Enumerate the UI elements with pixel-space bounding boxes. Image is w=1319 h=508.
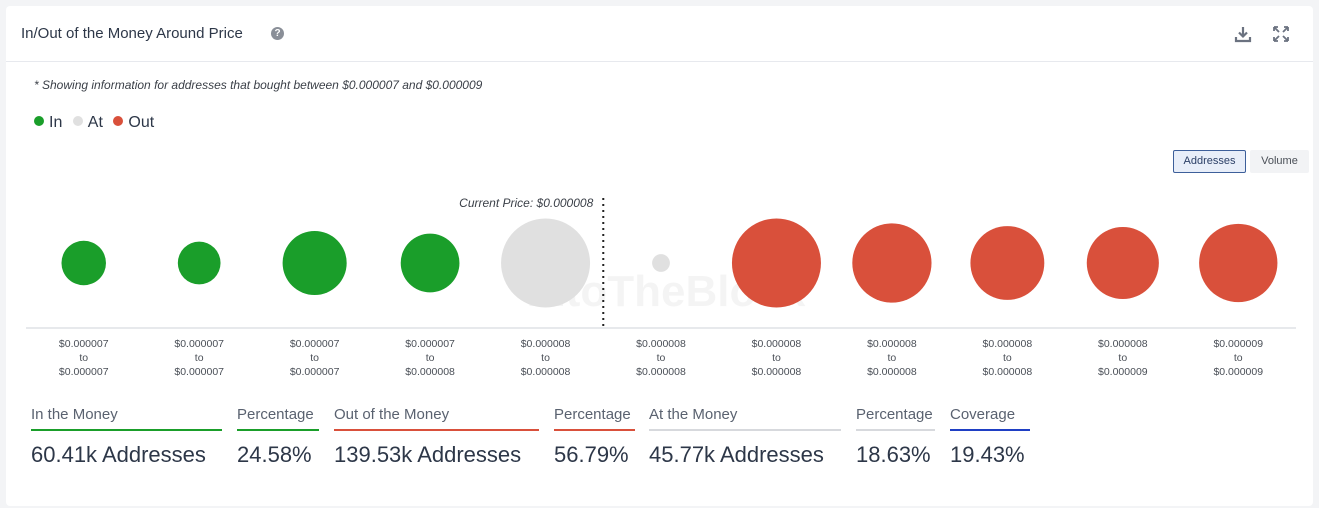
tick-label-2-2: $0.000007 xyxy=(290,366,340,378)
stat-label-0: In the Money xyxy=(31,406,222,431)
tick-label-10-0: $0.000009 xyxy=(1213,338,1263,350)
bubble-7[interactable] xyxy=(852,223,932,303)
stat-label-3: Percentage xyxy=(554,406,635,431)
tick-label-1-2: $0.000007 xyxy=(174,366,224,378)
bubble-8[interactable] xyxy=(970,226,1045,300)
stat-value-4: 45.77k Addresses xyxy=(649,442,824,467)
stat-value-0: 60.41k Addresses xyxy=(31,442,206,467)
stat-value-3: 56.79% xyxy=(554,442,629,467)
bubble-9[interactable] xyxy=(1086,226,1159,300)
tick-label-8-1: to xyxy=(1003,352,1012,364)
addresses-toggle-button[interactable]: Addresses xyxy=(1173,150,1246,173)
tick-label-9-2: $0.000009 xyxy=(1098,366,1148,378)
tick-label-6-0: $0.000008 xyxy=(752,338,802,350)
stat-1: Percentage 24.58% xyxy=(237,406,319,468)
stat-6: Coverage 19.43% xyxy=(950,406,1030,468)
bubble-2[interactable] xyxy=(282,230,347,296)
bubble-5[interactable] xyxy=(652,254,670,272)
legend-dot-in xyxy=(34,116,44,126)
tick-label-8-2: $0.000008 xyxy=(983,366,1033,378)
iomap-card: In/Out of the Money Around Price ? * Sho… xyxy=(6,6,1313,506)
legend-dot-out xyxy=(113,116,124,126)
tick-label-0-1: to xyxy=(79,352,88,364)
stat-3: Percentage 56.79% xyxy=(554,406,635,468)
stat-value-2: 139.53k Addresses xyxy=(334,442,522,467)
tick-label-1-0: $0.000007 xyxy=(174,338,224,350)
tick-label-10-2: $0.000009 xyxy=(1213,366,1263,378)
stat-label-1: Percentage xyxy=(237,406,319,431)
tick-label-4-2: $0.000008 xyxy=(521,366,571,378)
tick-label-4-1: to xyxy=(541,352,550,364)
card-title: In/Out of the Money Around Price xyxy=(21,25,243,42)
legend-item-in[interactable]: In xyxy=(34,114,62,132)
tick-label-6-1: to xyxy=(772,352,781,364)
tick-label-7-2: $0.000008 xyxy=(867,366,917,378)
stat-label-6: Coverage xyxy=(950,406,1030,431)
legend: In At Out xyxy=(34,114,160,132)
summary-stats: In the Money 60.41k Addresses Percentage 24… xyxy=(6,406,1313,486)
bubble-10[interactable] xyxy=(1199,223,1278,303)
tick-label-4-0: $0.000008 xyxy=(521,338,571,350)
tick-label-5-2: $0.000008 xyxy=(636,366,686,378)
tick-label-3-0: $0.000007 xyxy=(405,338,455,350)
stat-2: Out of the Money 139.53k Addresses xyxy=(334,406,539,468)
tick-label-7-0: $0.000008 xyxy=(867,338,917,350)
expand-icon[interactable] xyxy=(1271,24,1291,44)
stat-4: At the Money 45.77k Addresses xyxy=(649,406,841,468)
stat-value-5: 18.63% xyxy=(856,442,931,467)
current-price-label: Current Price: $0.000008 xyxy=(459,196,593,210)
bubble-6[interactable] xyxy=(731,218,821,308)
legend-label-at: At xyxy=(87,114,103,131)
help-icon[interactable]: ? xyxy=(271,27,284,40)
stat-0: In the Money 60.41k Addresses xyxy=(31,406,222,468)
tick-label-2-0: $0.000007 xyxy=(290,338,340,350)
stat-label-5: Percentage xyxy=(856,406,935,431)
bubble-3[interactable] xyxy=(400,233,460,293)
range-note: * Showing information for addresses that… xyxy=(34,78,483,92)
tick-label-5-1: to xyxy=(657,352,666,364)
legend-label-out: Out xyxy=(128,114,155,131)
stat-label-4: At the Money xyxy=(649,406,841,431)
stat-value-1: 24.58% xyxy=(237,442,312,467)
tick-label-8-0: $0.000008 xyxy=(983,338,1033,350)
tick-label-2-1: to xyxy=(310,352,319,364)
tick-label-3-1: to xyxy=(426,352,435,364)
tick-label-7-1: to xyxy=(888,352,897,364)
stat-5: Percentage 18.63% xyxy=(856,406,935,468)
bubble-4[interactable] xyxy=(501,218,591,308)
bubble-1[interactable] xyxy=(177,241,221,285)
tick-label-1-1: to xyxy=(195,352,204,364)
stat-label-2: Out of the Money xyxy=(334,406,539,431)
tick-label-9-1: to xyxy=(1118,352,1127,364)
card-header: In/Out of the Money Around Price ? xyxy=(6,6,1313,62)
tick-label-10-1: to xyxy=(1234,352,1243,364)
tick-label-3-2: $0.000008 xyxy=(405,366,455,378)
legend-label-in: In xyxy=(49,114,63,131)
tick-label-0-0: $0.000007 xyxy=(59,338,109,350)
tick-label-5-0: $0.000008 xyxy=(636,338,686,350)
download-icon[interactable] xyxy=(1233,24,1253,44)
tick-label-6-2: $0.000008 xyxy=(752,366,802,378)
legend-item-at[interactable]: At xyxy=(72,114,103,132)
bubble-chart: IntoTheBlock$0.000007to$0.000007$0.00000… xyxy=(26,196,1296,378)
tick-label-9-0: $0.000008 xyxy=(1098,338,1148,350)
legend-dot-at xyxy=(72,116,83,126)
volume-toggle-button[interactable]: Volume xyxy=(1250,150,1309,173)
tick-label-0-2: $0.000007 xyxy=(59,366,109,378)
stat-value-6: 19.43% xyxy=(950,442,1025,467)
legend-item-out[interactable]: Out xyxy=(113,114,154,132)
bubble-0[interactable] xyxy=(61,240,106,286)
